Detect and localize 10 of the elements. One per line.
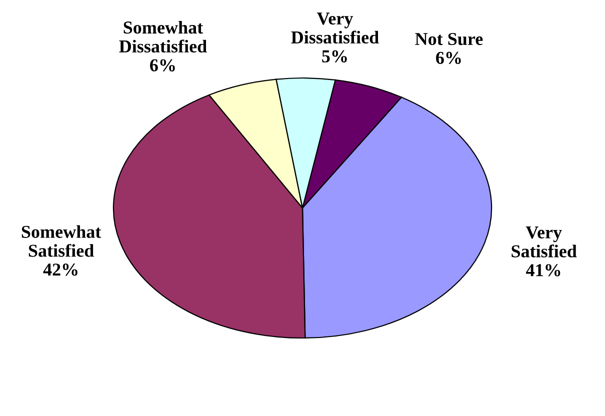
slice-label: Somewhat Dissatisfied xyxy=(119,20,207,53)
slice-label: Not Sure xyxy=(415,32,483,46)
slice-label: Very Satisfied xyxy=(512,226,577,258)
data-label: 41% xyxy=(526,264,560,276)
data-label: 6% xyxy=(150,59,175,72)
data-label: 6% xyxy=(436,52,461,64)
slice-label: Somewhat Satisfied xyxy=(22,225,102,257)
data-label: 42% xyxy=(43,264,78,276)
slice-label: Very Dissatisfied xyxy=(291,12,379,44)
data-label: 5% xyxy=(322,50,347,62)
